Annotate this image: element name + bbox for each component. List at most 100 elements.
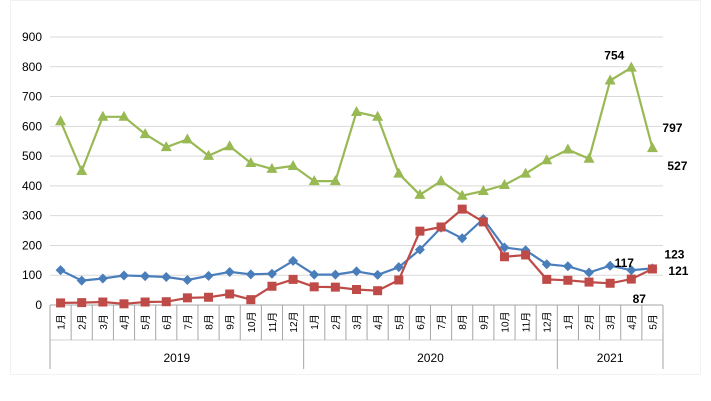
y-tick-label: 300: [22, 209, 42, 223]
x-tick-label: 1月: [563, 314, 575, 330]
data-point-triangle: [646, 142, 658, 153]
x-tick-label: 10月: [499, 311, 511, 332]
data-point-triangle: [351, 106, 362, 117]
data-point-triangle: [118, 110, 130, 121]
x-tick-label: 5月: [394, 314, 406, 330]
y-tick-label: 400: [22, 179, 42, 193]
data-point-diamond: [97, 273, 108, 284]
data-point-square: [119, 299, 129, 309]
x-tick-label: 12月: [542, 311, 554, 332]
data-point-diamond: [203, 270, 214, 281]
data-label: 123: [664, 247, 684, 261]
data-point-diamond: [351, 266, 362, 277]
data-point-triangle: [520, 167, 532, 178]
data-point-square: [647, 264, 657, 274]
data-point-diamond: [55, 265, 66, 276]
data-point-square: [246, 295, 256, 305]
data-point-diamond: [372, 269, 383, 280]
data-point-diamond: [161, 272, 172, 283]
year-group-label: 2019: [163, 351, 190, 365]
x-tick-label: 12月: [288, 311, 300, 332]
data-point-diamond: [140, 271, 151, 282]
y-tick-label: 500: [22, 149, 42, 163]
data-point-diamond: [584, 267, 595, 278]
data-point-diamond: [330, 269, 341, 280]
data-point-square: [542, 274, 552, 284]
x-tick-label: 4月: [373, 314, 385, 330]
data-point-diamond: [182, 274, 193, 285]
x-tick-label: 3月: [352, 314, 364, 330]
data-point-square: [521, 250, 531, 260]
data-point-triangle: [203, 149, 215, 160]
data-point-triangle: [245, 156, 257, 167]
data-point-diamond: [224, 266, 235, 277]
data-point-square: [394, 275, 404, 285]
x-tick-label: 9月: [478, 314, 490, 330]
data-point-square: [161, 297, 171, 307]
data-point-square: [330, 282, 340, 292]
data-point-square: [415, 226, 425, 236]
x-tick-label: 8月: [457, 314, 469, 330]
data-point-triangle: [97, 110, 109, 121]
data-point-diamond: [414, 244, 425, 255]
data-point-diamond: [245, 269, 256, 280]
data-point-diamond: [605, 260, 616, 271]
x-tick-label: 4月: [119, 314, 131, 330]
data-point-square: [56, 298, 66, 308]
data-point-diamond: [626, 265, 637, 276]
data-label: 754: [604, 49, 624, 63]
data-point-square: [288, 274, 298, 284]
x-tick-label: 5月: [140, 314, 152, 330]
x-tick-label: 6月: [415, 314, 427, 330]
data-point-triangle: [625, 61, 637, 72]
year-group-label: 2020: [417, 351, 444, 365]
data-point-diamond: [499, 242, 510, 253]
data-point-diamond: [393, 262, 404, 273]
data-point-triangle: [604, 74, 616, 85]
data-point-square: [478, 217, 488, 227]
data-point-square: [584, 277, 594, 287]
data-label: 527: [667, 159, 687, 173]
data-point-square: [309, 282, 319, 292]
x-tick-label: 1月: [56, 314, 68, 330]
x-tick-label: 2月: [330, 314, 342, 330]
data-point-square: [267, 281, 277, 291]
series-line: [59, 66, 654, 197]
data-point-square: [204, 292, 214, 302]
data-point-triangle: [477, 184, 489, 195]
data-point-triangle: [287, 159, 299, 170]
x-tick-label: 8月: [204, 314, 216, 330]
data-label: 121: [668, 264, 688, 278]
x-tick-label: 9月: [225, 314, 237, 330]
y-tick-label: 0: [35, 298, 42, 312]
x-tick-label: 10月: [246, 311, 258, 332]
data-point-square: [140, 297, 150, 307]
year-group-label: 2021: [597, 351, 624, 365]
data-point-square: [436, 222, 446, 232]
data-point-triangle: [55, 115, 67, 126]
x-tick-label: 6月: [161, 314, 173, 330]
y-tick-label: 800: [22, 60, 42, 74]
y-tick-label: 200: [22, 238, 42, 252]
x-tick-label: 11月: [267, 312, 279, 332]
data-point-diamond: [457, 233, 468, 244]
data-point-square: [499, 252, 509, 262]
data-point-triangle: [498, 178, 510, 189]
data-point-triangle: [308, 175, 320, 186]
x-tick-label: 4月: [626, 314, 638, 330]
data-point-triangle: [76, 165, 88, 175]
data-point-square: [605, 278, 615, 288]
data-point-square: [98, 297, 108, 307]
data-point-square: [77, 298, 87, 308]
data-point-triangle: [541, 154, 553, 165]
data-point-triangle: [456, 189, 468, 200]
y-tick-label: 900: [22, 30, 42, 44]
data-label: 87: [633, 292, 647, 306]
x-tick-label: 7月: [182, 314, 194, 330]
x-tick-label: 1月: [309, 314, 321, 330]
y-tick-label: 600: [22, 119, 42, 133]
data-point-diamond: [288, 255, 299, 266]
x-tick-label: 7月: [436, 314, 448, 330]
data-point-square: [626, 274, 636, 284]
